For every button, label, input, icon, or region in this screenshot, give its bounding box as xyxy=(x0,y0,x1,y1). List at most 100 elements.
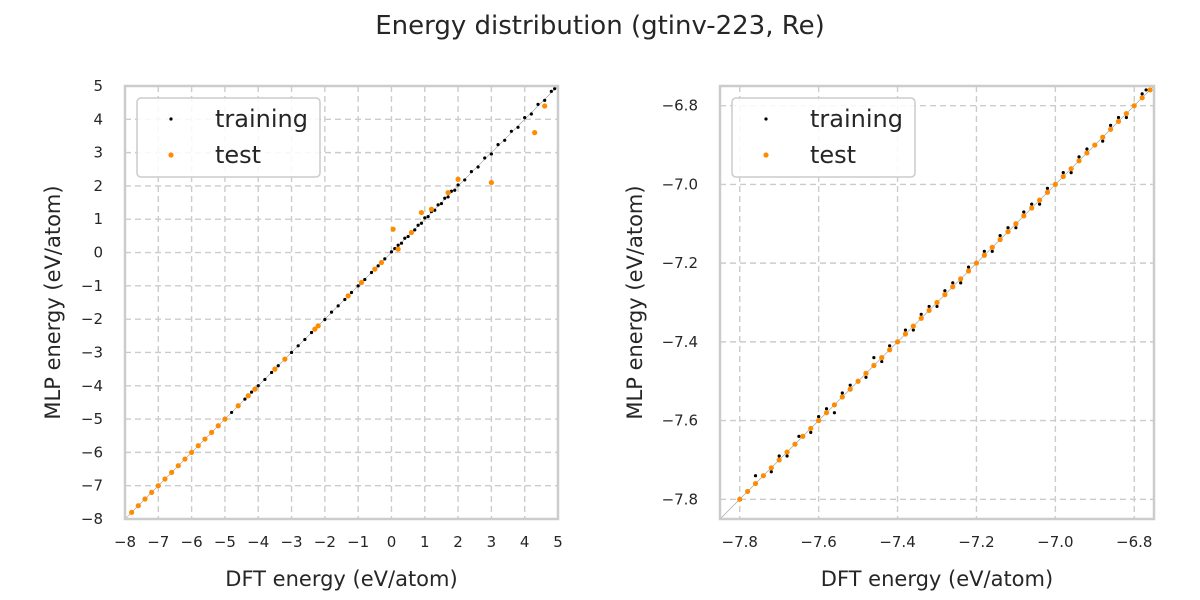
y-tick-label: −7.2 xyxy=(662,254,698,272)
test-point xyxy=(1021,213,1027,219)
training-point xyxy=(399,241,404,245)
test-point xyxy=(950,284,956,290)
test-point xyxy=(745,488,751,495)
x-tick-label: −7.4 xyxy=(879,533,915,551)
training-point xyxy=(903,328,908,332)
test-point xyxy=(1052,181,1058,188)
left-scatter-panel: −8 −7 −6 −5 −4 −3 −2 −1 0 1 2 3 4 5 −8 −7 −6 −5 −4 −3 −2 −1 0 1… xyxy=(41,77,563,591)
y-tick-label: −2 xyxy=(81,310,103,328)
training-point xyxy=(864,375,868,379)
y-tick-label: −6.8 xyxy=(662,97,698,115)
test-point xyxy=(981,252,987,258)
test-point xyxy=(989,244,995,250)
training-point xyxy=(553,87,557,91)
test-point xyxy=(235,403,241,409)
training-point xyxy=(785,454,789,458)
x-tick-label: −7.0 xyxy=(1037,533,1073,551)
test-point xyxy=(488,179,494,186)
training-point xyxy=(303,337,307,342)
training-point xyxy=(453,188,457,192)
test-point xyxy=(149,489,155,495)
training-point xyxy=(529,112,533,116)
test-point xyxy=(776,457,782,463)
test-point xyxy=(965,268,972,274)
legend-test-label: test xyxy=(215,141,261,169)
training-point xyxy=(1077,155,1081,159)
legend-test-marker xyxy=(763,152,769,158)
legend-training-label: training xyxy=(215,105,308,133)
training-point xyxy=(263,377,267,382)
x-tick-label: 4 xyxy=(520,533,530,551)
y-tick-label: −1 xyxy=(81,277,103,295)
x-tick-label: −8 xyxy=(114,533,136,551)
training-point xyxy=(369,270,374,275)
training-point xyxy=(496,143,500,147)
x-tick-label: −6.8 xyxy=(1116,533,1152,551)
training-point xyxy=(536,102,540,106)
test-point xyxy=(1013,221,1019,227)
training-point xyxy=(446,195,450,199)
test-point xyxy=(169,469,175,475)
training-point xyxy=(543,98,547,102)
x-tick-label: −7 xyxy=(147,533,169,551)
test-point xyxy=(1131,103,1137,109)
test-point xyxy=(358,279,365,286)
training-point xyxy=(413,228,417,232)
test-point xyxy=(155,483,161,489)
x-tick-label: 3 xyxy=(487,533,497,551)
y-tick-label: −5 xyxy=(81,410,103,428)
training-point xyxy=(456,183,460,187)
training-point xyxy=(1124,115,1128,120)
legend-box xyxy=(136,97,321,178)
test-point xyxy=(1060,173,1066,180)
training-point xyxy=(872,356,876,360)
training-point xyxy=(463,178,467,182)
training-point xyxy=(1144,88,1148,92)
test-point xyxy=(879,355,885,361)
training-point xyxy=(489,152,493,156)
x-tick-label: −7.2 xyxy=(958,533,994,551)
test-point xyxy=(162,476,168,482)
legend-box xyxy=(731,97,916,178)
y-tick-label: −7 xyxy=(81,477,103,495)
training-point xyxy=(824,407,829,411)
test-point xyxy=(737,496,743,502)
training-point xyxy=(349,290,354,295)
x-tick-label: −1 xyxy=(347,533,369,551)
training-point xyxy=(990,249,994,253)
test-point xyxy=(1084,150,1090,156)
training-point xyxy=(880,359,884,364)
x-tick-label: −2 xyxy=(314,533,336,551)
training-point xyxy=(483,156,487,160)
test-point xyxy=(1044,189,1051,195)
training-point xyxy=(549,89,553,93)
test-point xyxy=(142,496,148,502)
test-point xyxy=(887,347,893,353)
training-point xyxy=(249,390,254,394)
training-point xyxy=(951,281,955,285)
training-point xyxy=(935,304,939,309)
test-point xyxy=(209,429,215,435)
test-point xyxy=(1115,118,1122,125)
test-point xyxy=(1036,197,1043,203)
test-point xyxy=(863,370,869,376)
test-point xyxy=(245,393,251,399)
test-point xyxy=(189,449,195,455)
training-point xyxy=(426,214,430,219)
test-point xyxy=(1147,87,1153,93)
test-point xyxy=(831,402,838,408)
test-point xyxy=(855,378,861,384)
test-point xyxy=(1100,134,1106,140)
training-point xyxy=(389,250,394,254)
training-point xyxy=(509,129,513,133)
x-tick-label: −7.6 xyxy=(800,533,836,551)
test-point xyxy=(1076,158,1082,164)
training-point xyxy=(476,165,480,169)
test-point xyxy=(395,246,401,252)
training-point xyxy=(296,344,300,348)
test-point xyxy=(910,323,916,329)
training-point xyxy=(503,138,507,142)
training-point xyxy=(777,454,781,458)
